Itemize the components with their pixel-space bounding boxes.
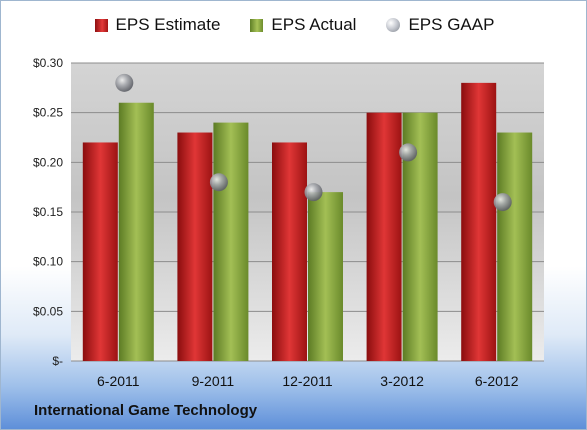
legend-label-actual: EPS Actual [271,15,357,34]
company-name: International Game Technology [34,402,258,419]
bar-eps-actual [308,192,343,361]
legend-label-estimate: EPS Estimate [115,15,221,34]
point-eps-gaap [209,173,228,192]
legend: EPS Estimate EPS Actual EPS GAAP [1,15,586,35]
y-tick-label: $0.25 [33,106,63,120]
legend-item-estimate: EPS Estimate [94,15,221,35]
y-tick-label: $0.30 [33,56,63,70]
x-tick-label: 3-2012 [380,373,424,389]
bar-eps-actual [213,122,249,361]
legend-item-actual: EPS Actual [250,15,356,35]
y-tick-label: $0.20 [33,155,63,169]
point-eps-gaap [304,183,323,202]
legend-swatch-estimate [94,18,108,32]
y-tick-label: $0.05 [33,304,63,318]
x-tick-label: 6-2011 [97,373,140,389]
point-eps-gaap [399,143,418,162]
bar-eps-estimate [82,142,118,361]
bar-eps-estimate [272,142,307,361]
legend-item-gaap: EPS GAAP [386,15,494,35]
y-tick-label: $0.10 [33,255,63,269]
legend-swatch-gaap [386,18,401,32]
bar-eps-estimate [366,112,402,362]
y-tick-label: $- [52,354,63,368]
bar-eps-estimate [461,82,497,361]
bar-eps-estimate [177,132,213,361]
x-tick-label: 12-2011 [282,373,333,389]
bar-eps-actual [497,132,533,361]
x-tick-label: 9-2011 [192,373,235,389]
point-eps-gaap [493,193,512,212]
y-tick-label: $0.15 [33,205,63,219]
point-eps-gaap [115,73,134,92]
legend-swatch-actual [250,18,264,32]
legend-label-gaap: EPS GAAP [408,15,495,34]
bar-eps-actual [118,102,154,361]
x-tick-label: 6-2012 [475,373,519,389]
